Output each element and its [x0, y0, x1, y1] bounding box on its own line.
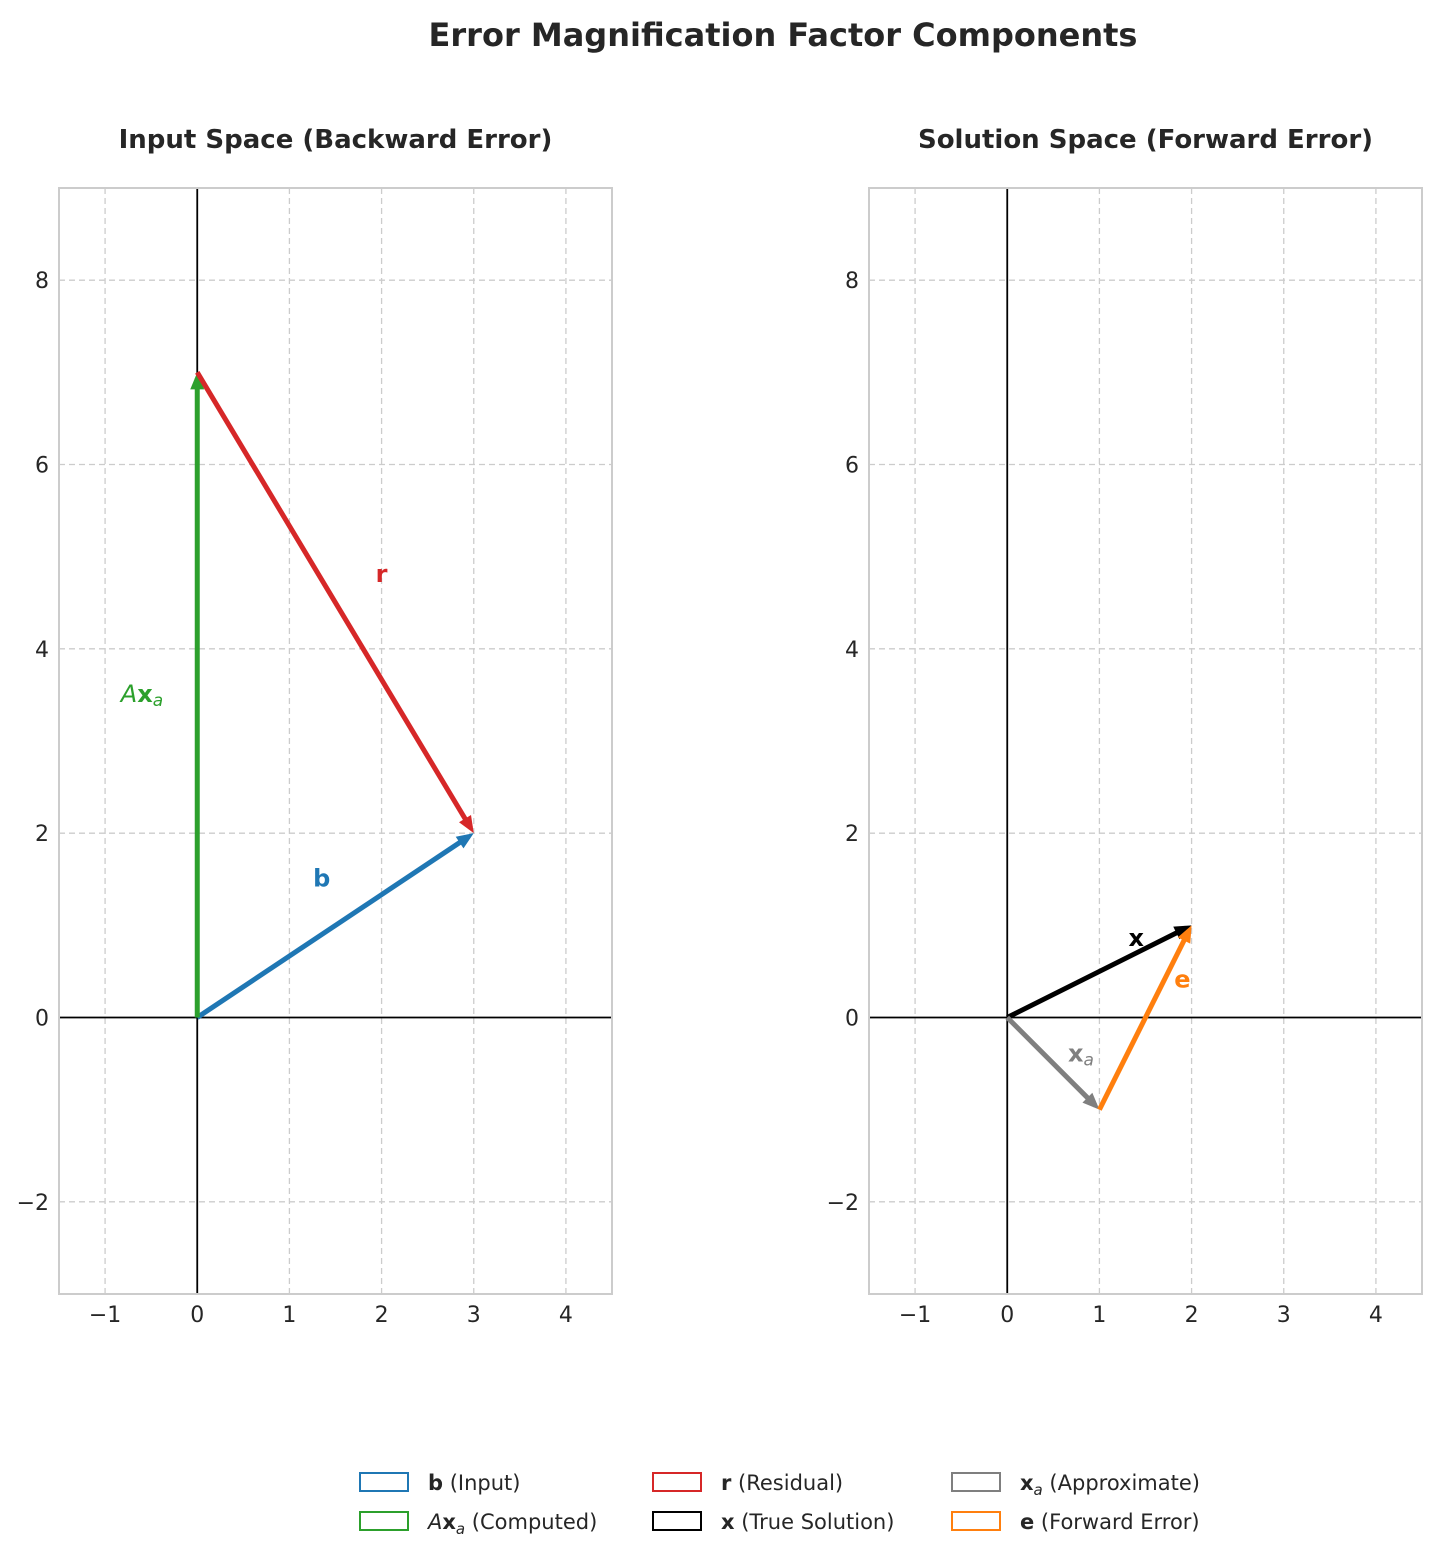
vector-label-e: e — [1174, 966, 1190, 994]
vector-b — [195, 834, 471, 1020]
vector-xa — [1005, 1015, 1097, 1108]
legend-label: xa (Approximate) — [1020, 1471, 1200, 1499]
x-tick-label: 1 — [282, 1303, 296, 1328]
legend-item: e (Forward Error) — [951, 1510, 1200, 1534]
y-tick-label: 0 — [35, 1007, 49, 1032]
panel-title: Input Space (Backward Error) — [119, 125, 553, 155]
vector-r-head — [459, 814, 474, 834]
legend-item: b (Input) — [359, 1471, 520, 1495]
legend-swatch — [951, 1511, 1001, 1531]
x-tick-label: −1 — [89, 1303, 121, 1328]
y-tick-label: 0 — [845, 1007, 859, 1032]
figure-title: Error Magnification Factor Components — [429, 16, 1138, 54]
y-tick-label: −2 — [827, 1191, 859, 1216]
legend-item: x (True Solution) — [652, 1510, 894, 1534]
legend-label: e (Forward Error) — [1020, 1510, 1200, 1534]
legend-label: Axa (Computed) — [426, 1510, 597, 1538]
vector-xa-head — [1082, 1092, 1100, 1110]
y-tick-label: 6 — [35, 454, 49, 479]
legend-item: xa (Approximate) — [951, 1471, 1200, 1499]
y-tick-label: 4 — [35, 638, 49, 663]
legend-swatch — [652, 1511, 702, 1531]
axes-frame — [868, 187, 1423, 1295]
legend-item: r (Residual) — [652, 1471, 843, 1495]
panel-title: Solution Space (Forward Error) — [918, 125, 1373, 155]
vector-label-r: r — [376, 560, 388, 588]
legend-swatch — [652, 1472, 702, 1492]
y-tick-label: 4 — [845, 638, 859, 663]
y-tick-label: 2 — [845, 822, 859, 847]
x-tick-label: 4 — [1369, 1303, 1383, 1328]
vector-label-xa: xa — [1068, 1039, 1094, 1070]
y-tick-label: −2 — [17, 1191, 49, 1216]
panel-1: Input Space (Backward Error) −1 0 1 2 3 4 −2 0 2 4… — [17, 125, 613, 1328]
y-tick-label: 8 — [35, 269, 49, 294]
y-tick-label: 6 — [845, 454, 859, 479]
y-tick-label: 8 — [845, 269, 859, 294]
x-tick-label: −1 — [899, 1303, 931, 1328]
legend-label: b (Input) — [428, 1471, 520, 1495]
vector-label-b: b — [313, 864, 330, 892]
legend-swatch — [359, 1472, 409, 1492]
vector-Axa-head — [190, 372, 205, 390]
vector-x-head — [1173, 925, 1192, 940]
x-tick-label: 4 — [559, 1303, 573, 1328]
x-tick-label: 1 — [1092, 1303, 1106, 1328]
vector-b-head — [455, 833, 474, 849]
vector-e — [1097, 929, 1192, 1111]
x-tick-label: 0 — [190, 1303, 204, 1328]
legend: b (Input) Axa (Computed) r (Residual) x (Tr… — [359, 1471, 1200, 1538]
axes-frame — [58, 187, 613, 1295]
vector-label-Axa: Axa — [119, 680, 163, 711]
x-tick-label: 2 — [375, 1303, 389, 1328]
x-tick-label: 3 — [467, 1303, 481, 1328]
legend-swatch — [951, 1472, 1001, 1492]
vector-x — [1006, 925, 1188, 1020]
vector-e-head — [1177, 925, 1192, 944]
vector-label-x: x — [1129, 924, 1145, 952]
legend-label: x (True Solution) — [721, 1510, 894, 1534]
x-tick-label: 0 — [1000, 1303, 1014, 1328]
legend-label: r (Residual) — [721, 1471, 843, 1495]
panel-2: Solution Space (Forward Error) −1 0 1 2 3 4 −2 0… — [827, 125, 1423, 1328]
legend-item: Axa (Computed) — [359, 1510, 597, 1538]
chart-panels: Input Space (Backward Error) −1 0 1 2 3 4 −2 0 2 4… — [17, 125, 1423, 1328]
x-tick-label: 2 — [1185, 1303, 1199, 1328]
x-tick-label: 3 — [1277, 1303, 1291, 1328]
vector-r — [195, 371, 473, 830]
legend-swatch — [359, 1511, 409, 1531]
y-tick-label: 2 — [35, 822, 49, 847]
